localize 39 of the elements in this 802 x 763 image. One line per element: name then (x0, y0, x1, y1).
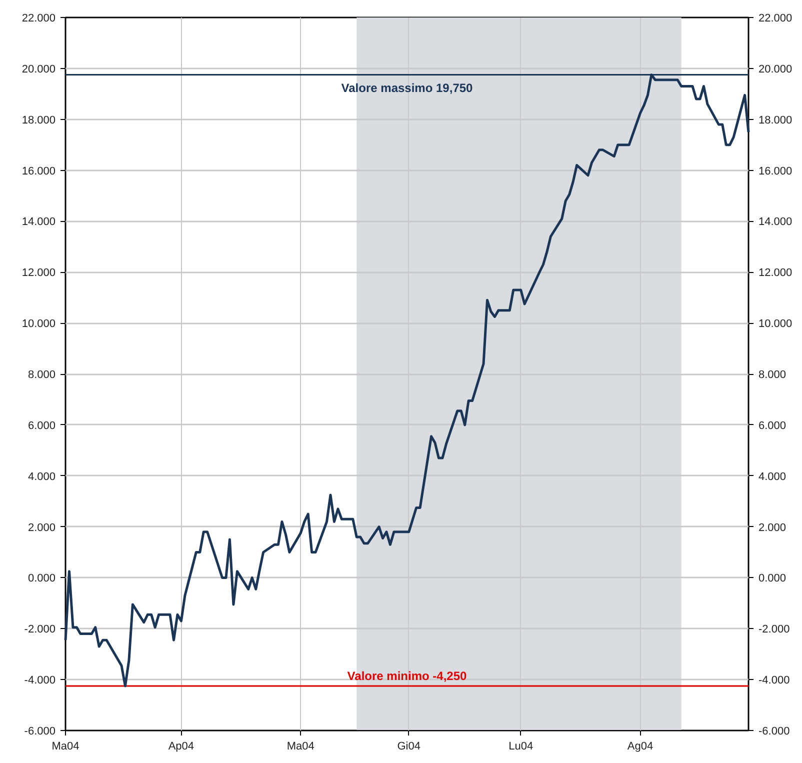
x-tick-label: Lu04 (508, 740, 534, 752)
y2-tick-label: 16.000 (758, 165, 792, 178)
y2-tick-label: 2.000 (758, 522, 786, 534)
y-tick-label: 12.000 (22, 267, 56, 280)
x-tick-label: Ma04 (52, 740, 80, 752)
y-tick-label: 22.000 (22, 12, 56, 24)
y-tick-label: 14.000 (22, 216, 56, 228)
ref-line-label: Valore minimo -4,250 (347, 668, 468, 683)
y2-tick-label: 8.000 (758, 369, 786, 381)
y-tick-label: -2.000 (24, 624, 56, 636)
y2-tick-label: 12.000 (758, 267, 792, 280)
y2-tick-label: 6.000 (758, 420, 786, 432)
y2-tick-label: 20.000 (758, 63, 792, 76)
y2-tick-label: -6.000 (758, 726, 790, 738)
y-tick-label: 16.000 (22, 165, 56, 178)
y2-tick-label: 18.000 (758, 114, 792, 126)
y2-tick-label: 10.000 (758, 318, 792, 330)
y-tick-label: 0.000 (28, 572, 56, 585)
x-tick-label: Ag04 (627, 740, 654, 752)
line-series (64, 74, 750, 688)
y-tick-label: 4.000 (28, 470, 56, 483)
x-tick-label: Gi04 (397, 740, 420, 752)
y2-tick-label: 4.000 (758, 470, 786, 483)
y2-tick-label: 22.000 (758, 12, 792, 24)
ref-line-label: Valore massimo 19,750 (341, 80, 474, 95)
y2-tick-label: -2.000 (758, 624, 790, 636)
y-tick-label: 6.000 (28, 420, 56, 432)
y-tick-label: -4.000 (24, 674, 56, 687)
y-tick-label: 8.000 (28, 369, 56, 381)
x-tick-label: Ap04 (168, 740, 194, 752)
y-tick-label: 10.000 (22, 318, 56, 330)
y2-tick-label: -4.000 (758, 674, 790, 687)
y2-tick-label: 0.000 (758, 572, 786, 585)
y-tick-label: 2.000 (28, 522, 56, 534)
y2-tick-label: 14.000 (758, 216, 792, 228)
y-tick-label: 20.000 (22, 63, 56, 76)
y-tick-label: 18.000 (22, 114, 56, 126)
y-tick-label: -6.000 (24, 726, 56, 738)
x-tick-label: Ma04 (286, 740, 314, 752)
